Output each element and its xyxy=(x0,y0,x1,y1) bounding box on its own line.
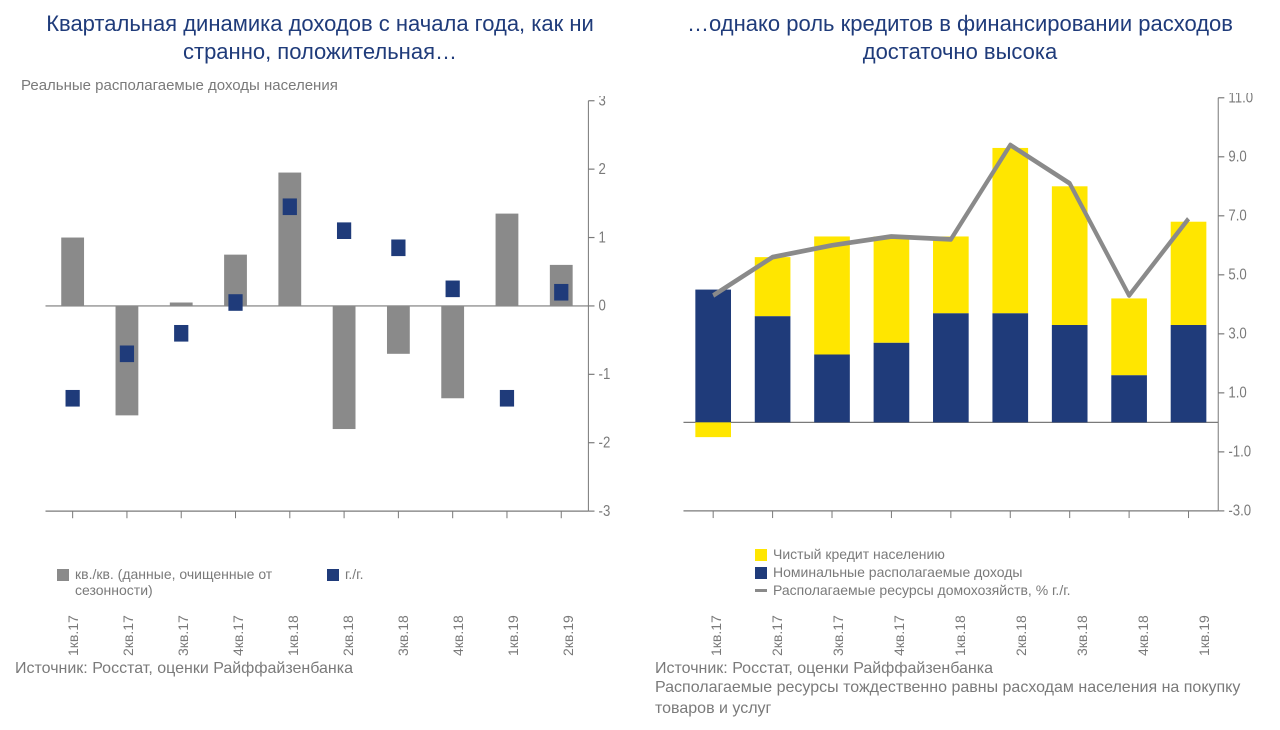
legend-item: г./г. xyxy=(327,566,363,582)
right-chart: -3.0 -1.0 1.0 3.0 5.0 7.0 9.0 11.0 Чистый креди… xyxy=(655,93,1265,606)
legend-item: Располагаемые ресурсы домохозяйств, % г.… xyxy=(755,582,1115,598)
x-label: 2кв.19 xyxy=(560,610,576,656)
svg-text:1: 1 xyxy=(599,229,606,246)
svg-text:2: 2 xyxy=(599,161,606,178)
x-label: 3кв.17 xyxy=(175,610,191,656)
legend-item: Номинальные располагаемые доходы xyxy=(755,564,1115,580)
svg-text:5.0: 5.0 xyxy=(1228,267,1246,284)
svg-text:3.0: 3.0 xyxy=(1228,326,1246,343)
svg-text:3: 3 xyxy=(599,96,606,110)
x-label: 1кв.17 xyxy=(708,610,724,656)
svg-text:-2: -2 xyxy=(599,435,611,452)
left-x-labels: 1кв.17 2кв.17 3кв.17 4кв.17 1кв.18 2кв.18 3кв.… xyxy=(15,606,625,656)
svg-text:1.0: 1.0 xyxy=(1228,385,1246,402)
svg-text:9.0: 9.0 xyxy=(1228,149,1246,166)
right-title: …однако роль кредитов в финансировании р… xyxy=(655,10,1265,65)
left-title: Квартальная динамика доходов с начала го… xyxy=(15,10,625,65)
x-label: 1кв.19 xyxy=(505,610,521,656)
x-label: 1кв.18 xyxy=(285,610,301,656)
x-label: 4кв.17 xyxy=(891,610,907,656)
x-label: 2кв.18 xyxy=(1013,610,1029,656)
right-note: Располагаемые ресурсы тождественно равны… xyxy=(655,678,1265,720)
left-source: Источник: Росстат, оценки Райффайзенбанк… xyxy=(15,660,625,678)
x-label: 4кв.18 xyxy=(1135,610,1151,656)
x-label: 4кв.18 xyxy=(450,610,466,656)
x-label: 1кв.19 xyxy=(1196,610,1212,656)
right-source: Источник: Росстат, оценки Райффайзенбанк… xyxy=(655,660,1265,678)
left-legend: кв./кв. (данные, очищенные от сезонности… xyxy=(57,566,363,600)
right-panel: …однако роль кредитов в финансировании р… xyxy=(655,10,1265,720)
svg-text:-1.0: -1.0 xyxy=(1228,444,1251,461)
legend-item: Чистый кредит населению xyxy=(755,546,1115,562)
x-label: 2кв.17 xyxy=(769,610,785,656)
right-legend: Чистый кредит населению Номинальные распо… xyxy=(755,546,1115,600)
x-label: 2кв.17 xyxy=(120,610,136,656)
x-label: 1кв.18 xyxy=(952,610,968,656)
left-subtitle: Реальные располагаемые доходы населения xyxy=(21,77,625,94)
x-label: 1кв.17 xyxy=(65,610,81,656)
svg-text:7.0: 7.0 xyxy=(1228,208,1246,225)
svg-text:-3: -3 xyxy=(599,503,611,520)
x-label: 3кв.18 xyxy=(395,610,411,656)
svg-text:-3.0: -3.0 xyxy=(1228,503,1251,520)
x-label: 4кв.17 xyxy=(230,610,246,656)
svg-text:0: 0 xyxy=(599,298,606,315)
x-label: 3кв.17 xyxy=(830,610,846,656)
svg-text:-1: -1 xyxy=(599,366,611,383)
svg-text:11.0: 11.0 xyxy=(1228,93,1253,107)
left-panel: Квартальная динамика доходов с начала го… xyxy=(15,10,625,720)
legend-item: кв./кв. (данные, очищенные от сезонности… xyxy=(57,566,305,598)
left-chart: -3 -2 -1 0 1 2 3 кв./кв. (данные, очищенные от… xyxy=(15,96,625,606)
right-x-labels: 1кв.17 2кв.17 3кв.17 4кв.17 1кв.18 2кв.18 3кв.… xyxy=(655,606,1265,656)
x-label: 2кв.18 xyxy=(340,610,356,656)
x-label: 3кв.18 xyxy=(1074,610,1090,656)
